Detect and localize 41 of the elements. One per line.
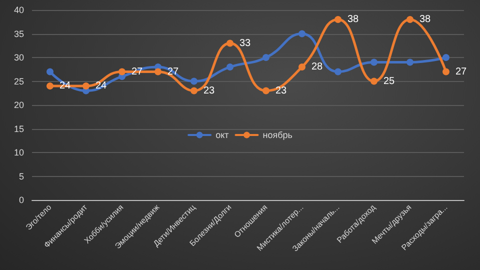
point — [118, 68, 126, 76]
point — [406, 58, 414, 66]
point — [190, 78, 198, 85]
y-tick-label: 0 — [18, 195, 24, 205]
legend-label: ноябрь — [262, 130, 293, 140]
point — [298, 30, 306, 38]
y-tick-label: 25 — [14, 76, 24, 86]
data-label: 27 — [456, 66, 468, 78]
point — [46, 68, 54, 76]
y-tick-label: 15 — [14, 124, 24, 134]
data-label: 25 — [384, 76, 396, 87]
data-label: 28 — [312, 62, 324, 72]
point — [262, 87, 270, 94]
y-tick-label: 10 — [14, 148, 24, 158]
point — [46, 82, 54, 90]
data-label: 23 — [204, 85, 216, 96]
y-tick-label: 20 — [14, 100, 24, 110]
data-label: 38 — [348, 14, 360, 25]
y-tick-label: 30 — [14, 52, 24, 62]
point — [298, 64, 306, 70]
point — [406, 16, 414, 23]
point — [262, 54, 270, 61]
data-label: 38 — [420, 14, 432, 25]
point — [442, 68, 450, 76]
data-label: 24 — [60, 80, 72, 92]
y-tick-label: 40 — [14, 5, 24, 15]
data-label: 23 — [276, 85, 288, 96]
legend-label: окт — [216, 130, 229, 140]
point — [190, 87, 198, 94]
y-tick-label: 5 — [18, 171, 24, 182]
point — [442, 54, 450, 61]
point — [154, 68, 162, 76]
data-label: 33 — [240, 38, 252, 49]
point — [226, 40, 234, 47]
point — [370, 78, 378, 85]
y-tick-label: 35 — [14, 28, 24, 39]
point — [370, 58, 378, 66]
point — [334, 16, 342, 23]
point — [226, 64, 234, 70]
point — [334, 68, 342, 76]
point — [82, 82, 90, 90]
